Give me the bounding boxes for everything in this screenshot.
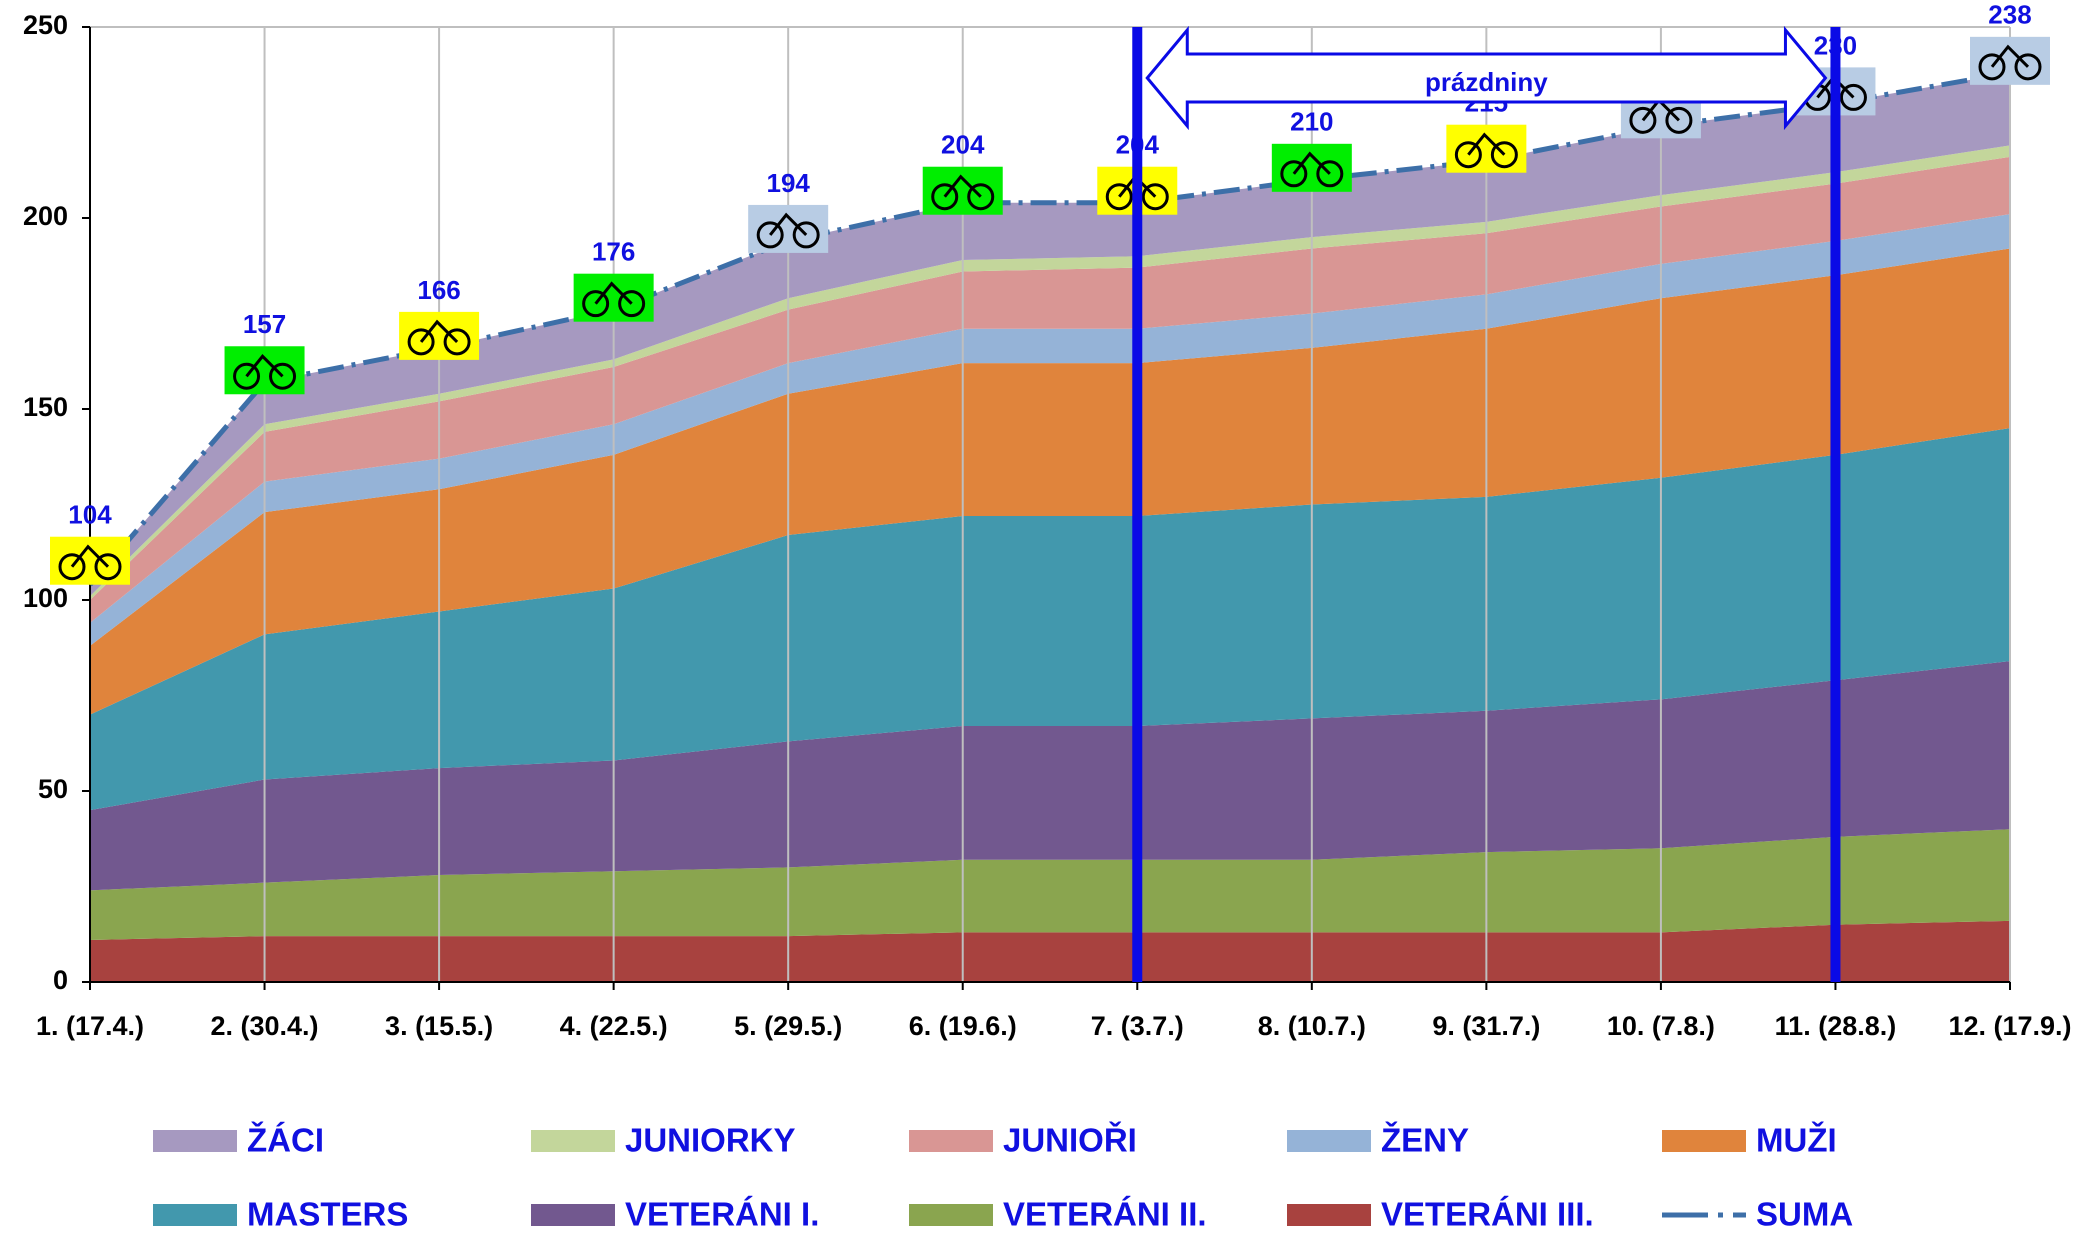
legend-swatch	[531, 1130, 615, 1152]
x-tick-label: 4. (22.5.)	[560, 1011, 668, 1041]
x-tick-label: 12. (17.9.)	[1948, 1011, 2071, 1041]
legend-label: JUNIOŘI	[1003, 1122, 1137, 1159]
legend-label: JUNIORKY	[625, 1122, 796, 1159]
legend-label: MUŽI	[1756, 1122, 1837, 1159]
total-label: 166	[417, 275, 460, 305]
x-tick-label: 5. (29.5.)	[734, 1011, 842, 1041]
y-tick-label: 50	[38, 774, 68, 804]
legend-swatch	[531, 1204, 615, 1226]
legend-swatch	[153, 1130, 237, 1152]
total-label: 104	[68, 500, 112, 530]
legend-label: VETERÁNI II.	[1003, 1196, 1207, 1233]
legend-label: ŽÁCI	[247, 1122, 324, 1159]
total-label: 210	[1290, 107, 1333, 137]
y-tick-label: 150	[23, 392, 68, 422]
x-tick-label: 2. (30.4.)	[211, 1011, 319, 1041]
x-tick-label: 7. (3.7.)	[1091, 1011, 1184, 1041]
y-tick-label: 100	[23, 583, 68, 613]
x-tick-label: 10. (7.8.)	[1607, 1011, 1715, 1041]
chart: 0 50 100 150 200 250 1. (17.4.) 2. (30.4.) 3. (1…	[0, 0, 2080, 1235]
x-tick-label: 8. (10.7.)	[1258, 1011, 1366, 1041]
legend-swatch	[1287, 1204, 1371, 1226]
total-label: 194	[766, 168, 810, 198]
legend-label: SUMA	[1756, 1196, 1853, 1233]
y-tick-label: 0	[53, 965, 68, 995]
x-tick-label: 11. (28.8.)	[1775, 1011, 1897, 1041]
x-tick-label: 1. (17.4.)	[36, 1011, 144, 1041]
x-tick-label: 6. (19.6.)	[909, 1011, 1017, 1041]
y-tick-label: 250	[23, 10, 68, 40]
legend-swatch	[1287, 1130, 1371, 1152]
y-tick-label: 200	[23, 201, 68, 231]
legend-label: VETERÁNI III.	[1381, 1196, 1594, 1233]
total-label: 157	[243, 309, 286, 339]
legend-label: VETERÁNI I.	[625, 1196, 819, 1233]
legend-swatch	[909, 1130, 993, 1152]
legend-swatch	[153, 1204, 237, 1226]
legend-swatch	[1662, 1130, 1746, 1152]
total-label: 176	[592, 237, 635, 267]
total-label: 204	[941, 130, 985, 160]
total-label: 238	[1988, 0, 2031, 30]
areas	[90, 73, 2010, 982]
legend-label: MASTERS	[247, 1196, 408, 1233]
legend-swatch	[909, 1204, 993, 1226]
annotation: prázdniny	[1425, 67, 1548, 97]
legend-label: ŽENY	[1381, 1122, 1469, 1159]
x-tick-label: 9. (31.7.)	[1432, 1011, 1540, 1041]
x-tick-label: 3. (15.5.)	[385, 1011, 493, 1041]
